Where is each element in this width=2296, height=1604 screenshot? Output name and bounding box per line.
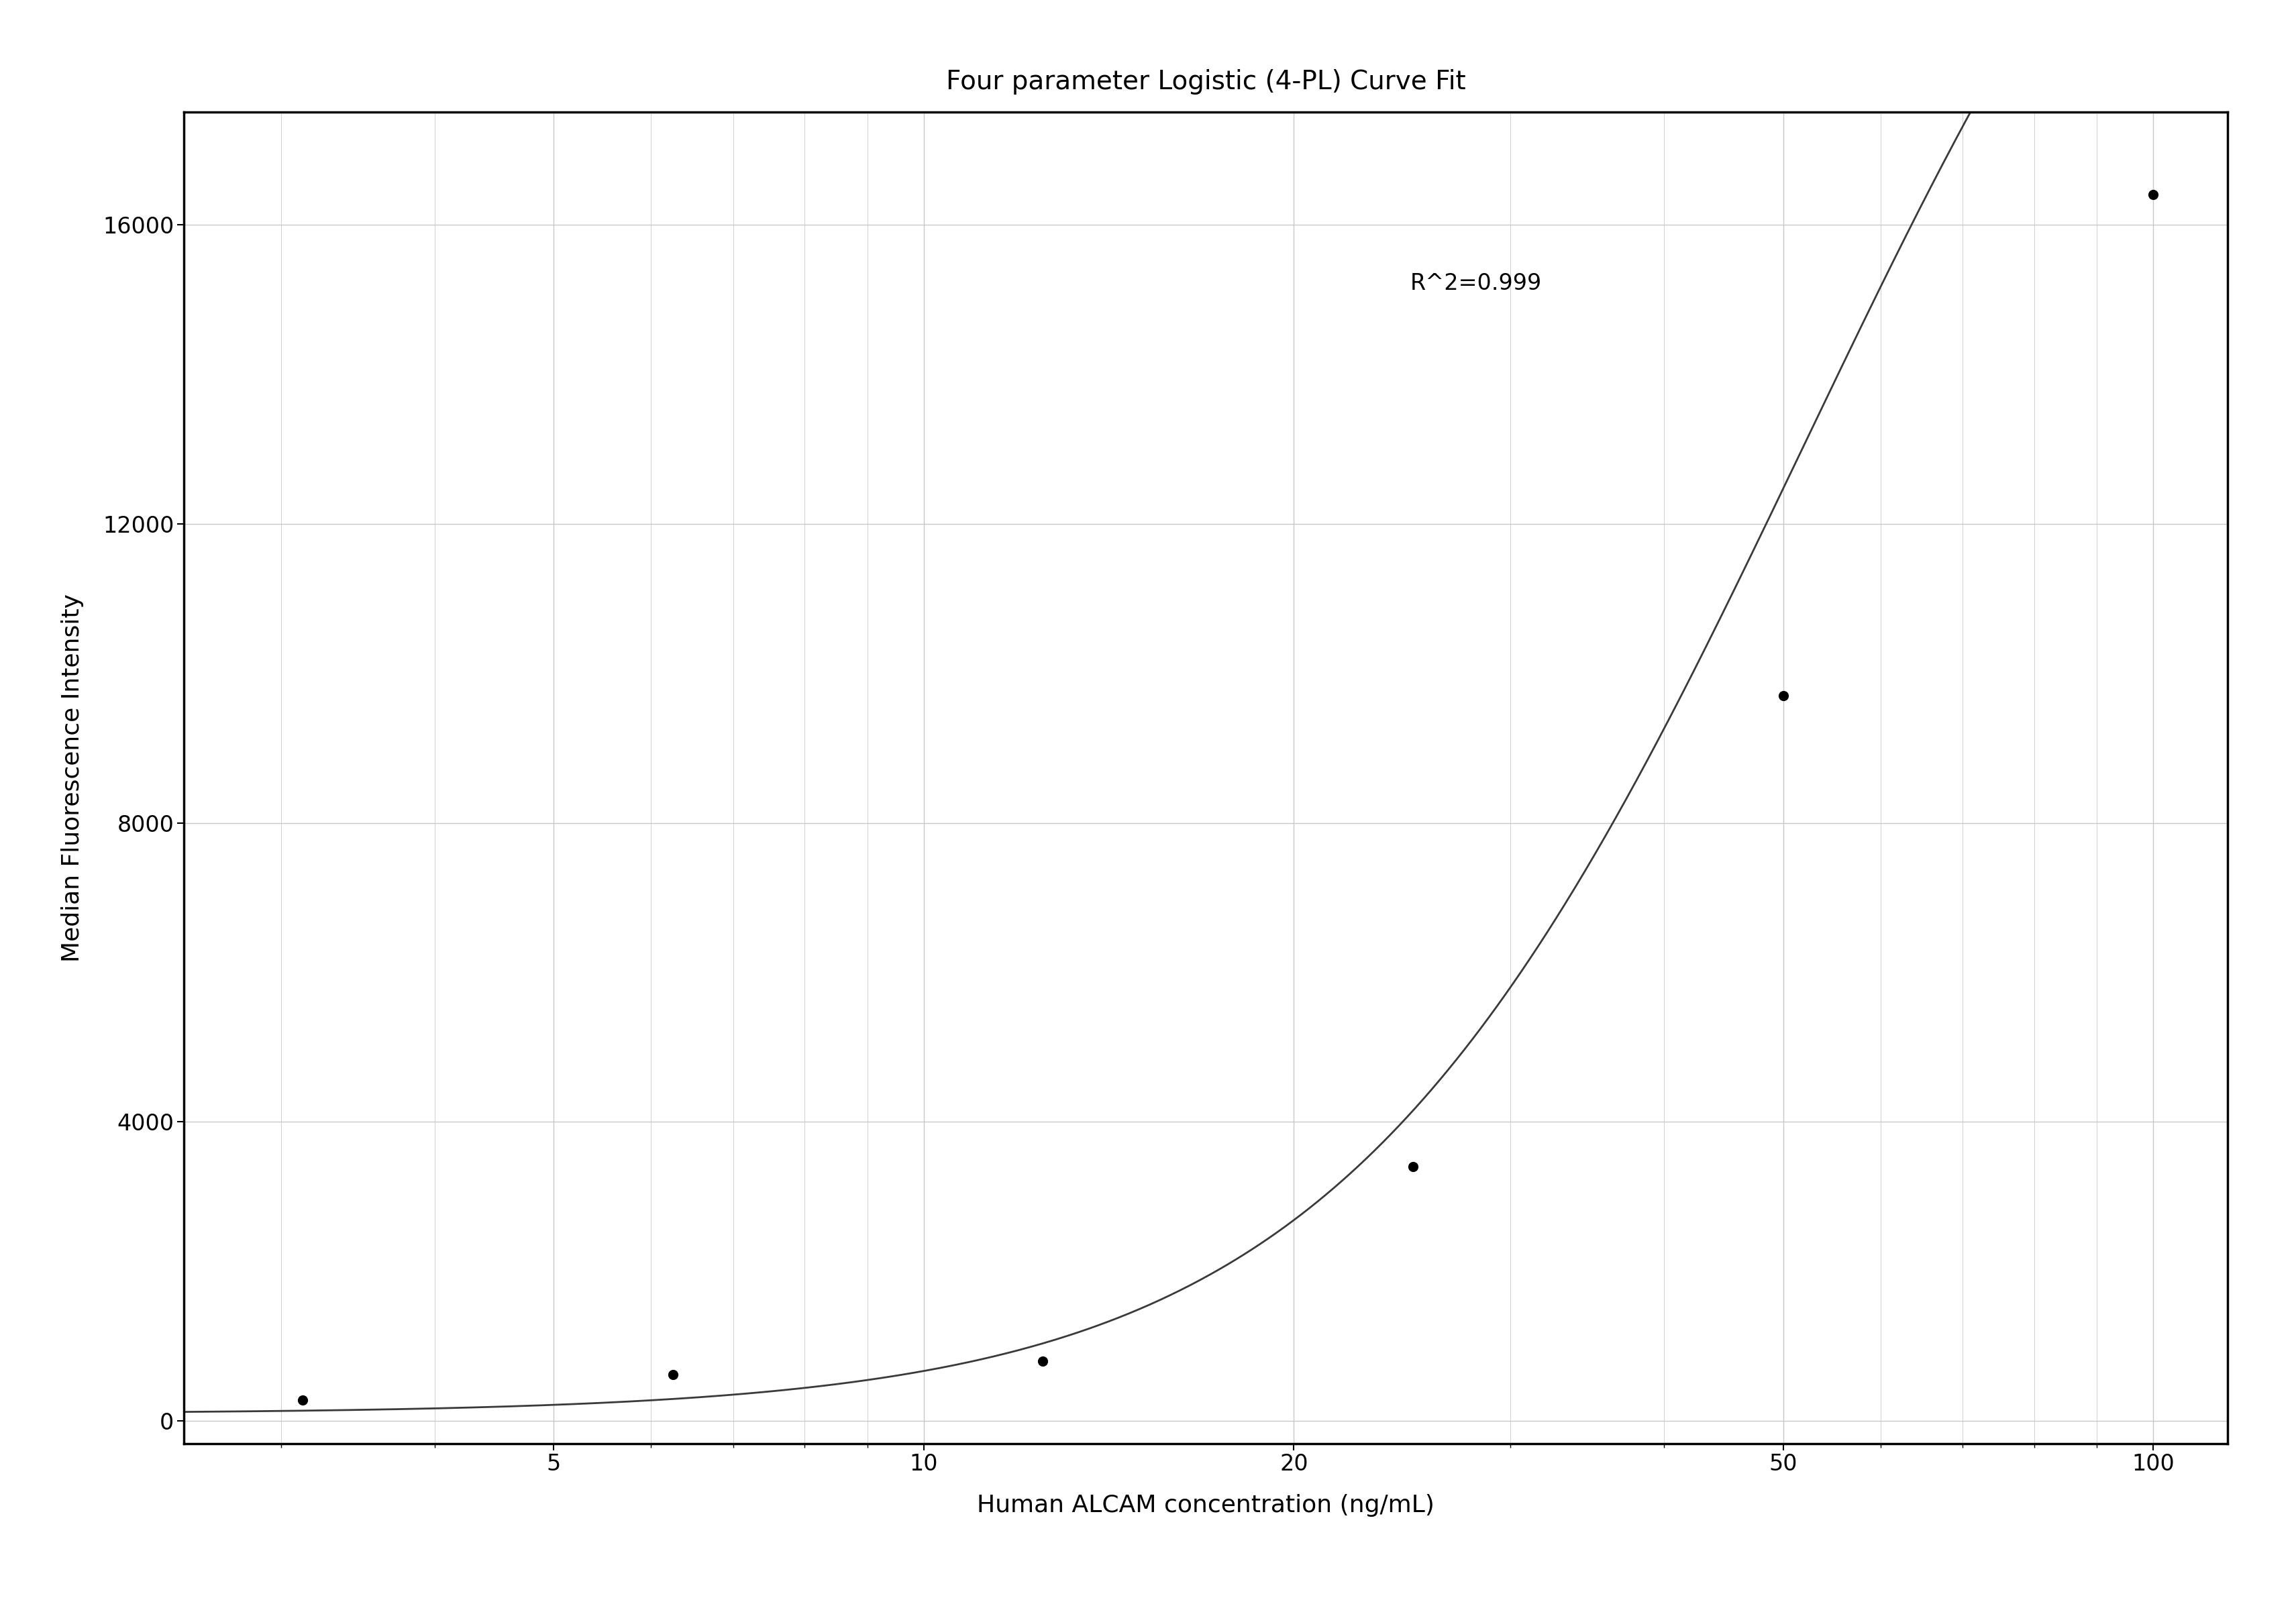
Point [654,1362,691,1387]
Point [2135,181,2172,207]
Point [1394,1153,1430,1179]
Point [285,1387,321,1413]
Text: R^2=0.999: R^2=0.999 [1410,273,1541,294]
Point [1763,683,1800,709]
Y-axis label: Median Fluorescence Intensity: Median Fluorescence Intensity [62,593,85,962]
Title: Four parameter Logistic (4-PL) Curve Fit: Four parameter Logistic (4-PL) Curve Fit [946,69,1465,95]
X-axis label: Human ALCAM concentration (ng/mL): Human ALCAM concentration (ng/mL) [976,1495,1435,1517]
Point [1024,1349,1061,1375]
